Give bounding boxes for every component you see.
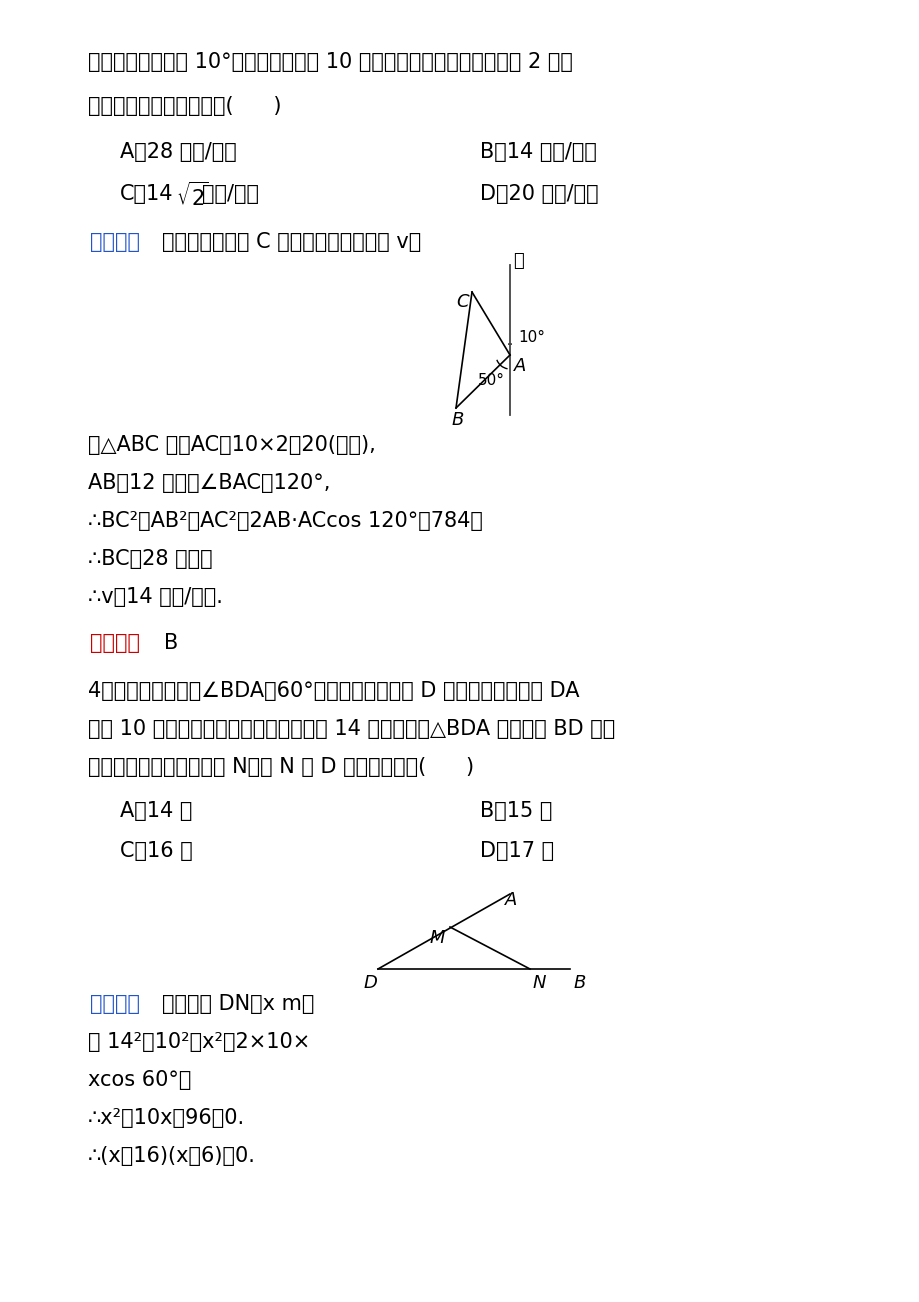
Text: M: M (429, 930, 445, 947)
Text: $\sqrt{2}$: $\sqrt{2}$ (176, 182, 209, 211)
Text: ∴x²－10x－96＝0.: ∴x²－10x－96＝0. (88, 1108, 244, 1128)
Text: ∴v＝14 海里/小时.: ∴v＝14 海里/小时. (88, 587, 222, 607)
Text: C．16 米: C．16 米 (119, 841, 193, 861)
Text: D: D (364, 974, 378, 992)
Text: B: B (164, 633, 178, 654)
Text: B: B (573, 974, 585, 992)
Text: 一点，我们将该点记为点 N，则 N 与 D 之间的距离为(      ): 一点，我们将该点记为点 N，则 N 与 D 之间的距离为( ) (88, 756, 473, 777)
Text: 则 14²＝10²＋x²－2×10×: 则 14²＝10²＋x²－2×10× (88, 1032, 310, 1052)
Text: D．17 米: D．17 米 (480, 841, 553, 861)
Text: A: A (505, 891, 516, 909)
Text: ∴BC²＝AB²＋AC²－2AB·ACcos 120°＝784，: ∴BC²＝AB²＋AC²－2AB·ACcos 120°＝784， (88, 510, 482, 531)
Text: 如图，设我舰在 C 处追上敌舰，速度为 v，: 如图，设我舰在 C 处追上敌舰，速度为 v， (162, 232, 421, 253)
Text: 行走 10 米后，拐弯往另一边的方向行走 14 米正好到达△BDA 的另一边 BD 上的: 行走 10 米后，拐弯往另一边的方向行走 14 米正好到达△BDA 的另一边 B… (88, 719, 615, 740)
Text: B．15 米: B．15 米 (480, 801, 551, 822)
Text: 北: 北 (513, 253, 523, 270)
Text: A．28 海里/小时: A．28 海里/小时 (119, 142, 236, 161)
Text: 海里/小时: 海里/小时 (202, 184, 259, 204)
Text: 正离开岛沿北偏西 10°的方向以每小时 10 海里的速度航行，若我舰要用 2 小时: 正离开岛沿北偏西 10°的方向以每小时 10 海里的速度航行，若我舰要用 2 小… (88, 52, 573, 72)
Text: 【解析】: 【解析】 (90, 232, 140, 253)
Text: N: N (532, 974, 546, 992)
Text: B: B (451, 411, 464, 428)
Text: 【答案】: 【答案】 (90, 633, 140, 654)
Text: A: A (514, 357, 526, 375)
Text: 追上敌舰，则速度大小为(      ): 追上敌舰，则速度大小为( ) (88, 96, 281, 116)
Text: 4．地上画了一个角∠BDA＝60°，某人从角的顶点 D 出发，沿角的一边 DA: 4．地上画了一个角∠BDA＝60°，某人从角的顶点 D 出发，沿角的一边 DA (88, 681, 579, 700)
Text: C: C (456, 293, 468, 311)
Text: ∴BC＝28 海里，: ∴BC＝28 海里， (88, 549, 212, 569)
Text: AB＝12 海里，∠BAC＝120°,: AB＝12 海里，∠BAC＝120°, (88, 473, 330, 493)
Text: C．14: C．14 (119, 184, 174, 204)
Text: 10°: 10° (517, 329, 544, 345)
Text: 在△ABC 中，AC＝10×2＝20(海里),: 在△ABC 中，AC＝10×2＝20(海里), (88, 435, 375, 454)
Text: xcos 60°，: xcos 60°， (88, 1070, 191, 1090)
Text: ∴(x－16)(x＋6)＝0.: ∴(x－16)(x＋6)＝0. (88, 1146, 255, 1167)
Text: 如图，设 DN＝x m，: 如图，设 DN＝x m， (162, 993, 314, 1014)
Text: 【解析】: 【解析】 (90, 993, 140, 1014)
Text: D．20 海里/小时: D．20 海里/小时 (480, 184, 598, 204)
Text: A．14 米: A．14 米 (119, 801, 192, 822)
Text: B．14 海里/小时: B．14 海里/小时 (480, 142, 596, 161)
Text: 50°: 50° (478, 372, 505, 388)
